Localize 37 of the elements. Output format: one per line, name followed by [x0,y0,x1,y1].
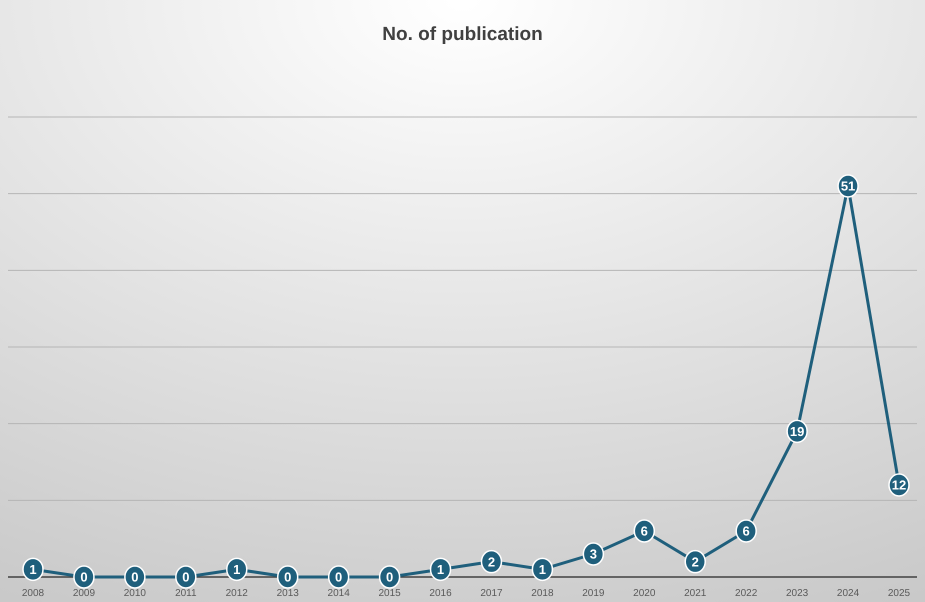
x-tick-label: 2021 [684,588,707,599]
x-tick-label: 2022 [735,588,758,599]
data-label: 51 [840,178,856,194]
data-label: 0 [386,570,394,585]
x-tick-label: 2020 [633,588,656,599]
data-label: 12 [892,478,906,493]
data-label: 1 [233,562,240,578]
x-tick-label: 2014 [328,588,350,599]
data-label: 1 [29,562,37,578]
data-label: 2 [692,554,699,570]
x-tick-label: 2009 [72,588,96,599]
x-tick-label: 2008 [22,588,45,599]
x-tick-label: 2012 [226,588,248,599]
x-tick-label: 2019 [582,588,605,599]
x-tick-label: 2010 [124,588,146,599]
x-tick-label: 2015 [378,588,402,599]
data-label: 6 [640,524,648,539]
data-label: 1 [436,562,444,578]
data-label: 0 [335,570,342,585]
data-label: 6 [742,524,750,539]
data-label: 0 [284,570,292,585]
x-tick-label: 2024 [836,588,860,599]
data-label: 19 [790,424,804,440]
data-label: 1 [538,562,546,578]
data-label: 2 [488,554,496,570]
data-label: 0 [182,570,190,585]
x-tick-label: 2017 [480,588,504,599]
x-tick-label: 2011 [175,588,198,599]
x-tick-label: 2013 [276,588,300,599]
x-tick-label: 2025 [888,588,911,599]
x-tick-label: 2016 [429,588,452,599]
data-label: 0 [131,570,138,585]
chart-title: No. of publication [382,24,543,45]
x-tick-label: 2018 [531,588,554,599]
data-label: 0 [80,570,88,585]
x-tick-label: 2023 [786,588,809,599]
data-label: 3 [590,546,597,562]
